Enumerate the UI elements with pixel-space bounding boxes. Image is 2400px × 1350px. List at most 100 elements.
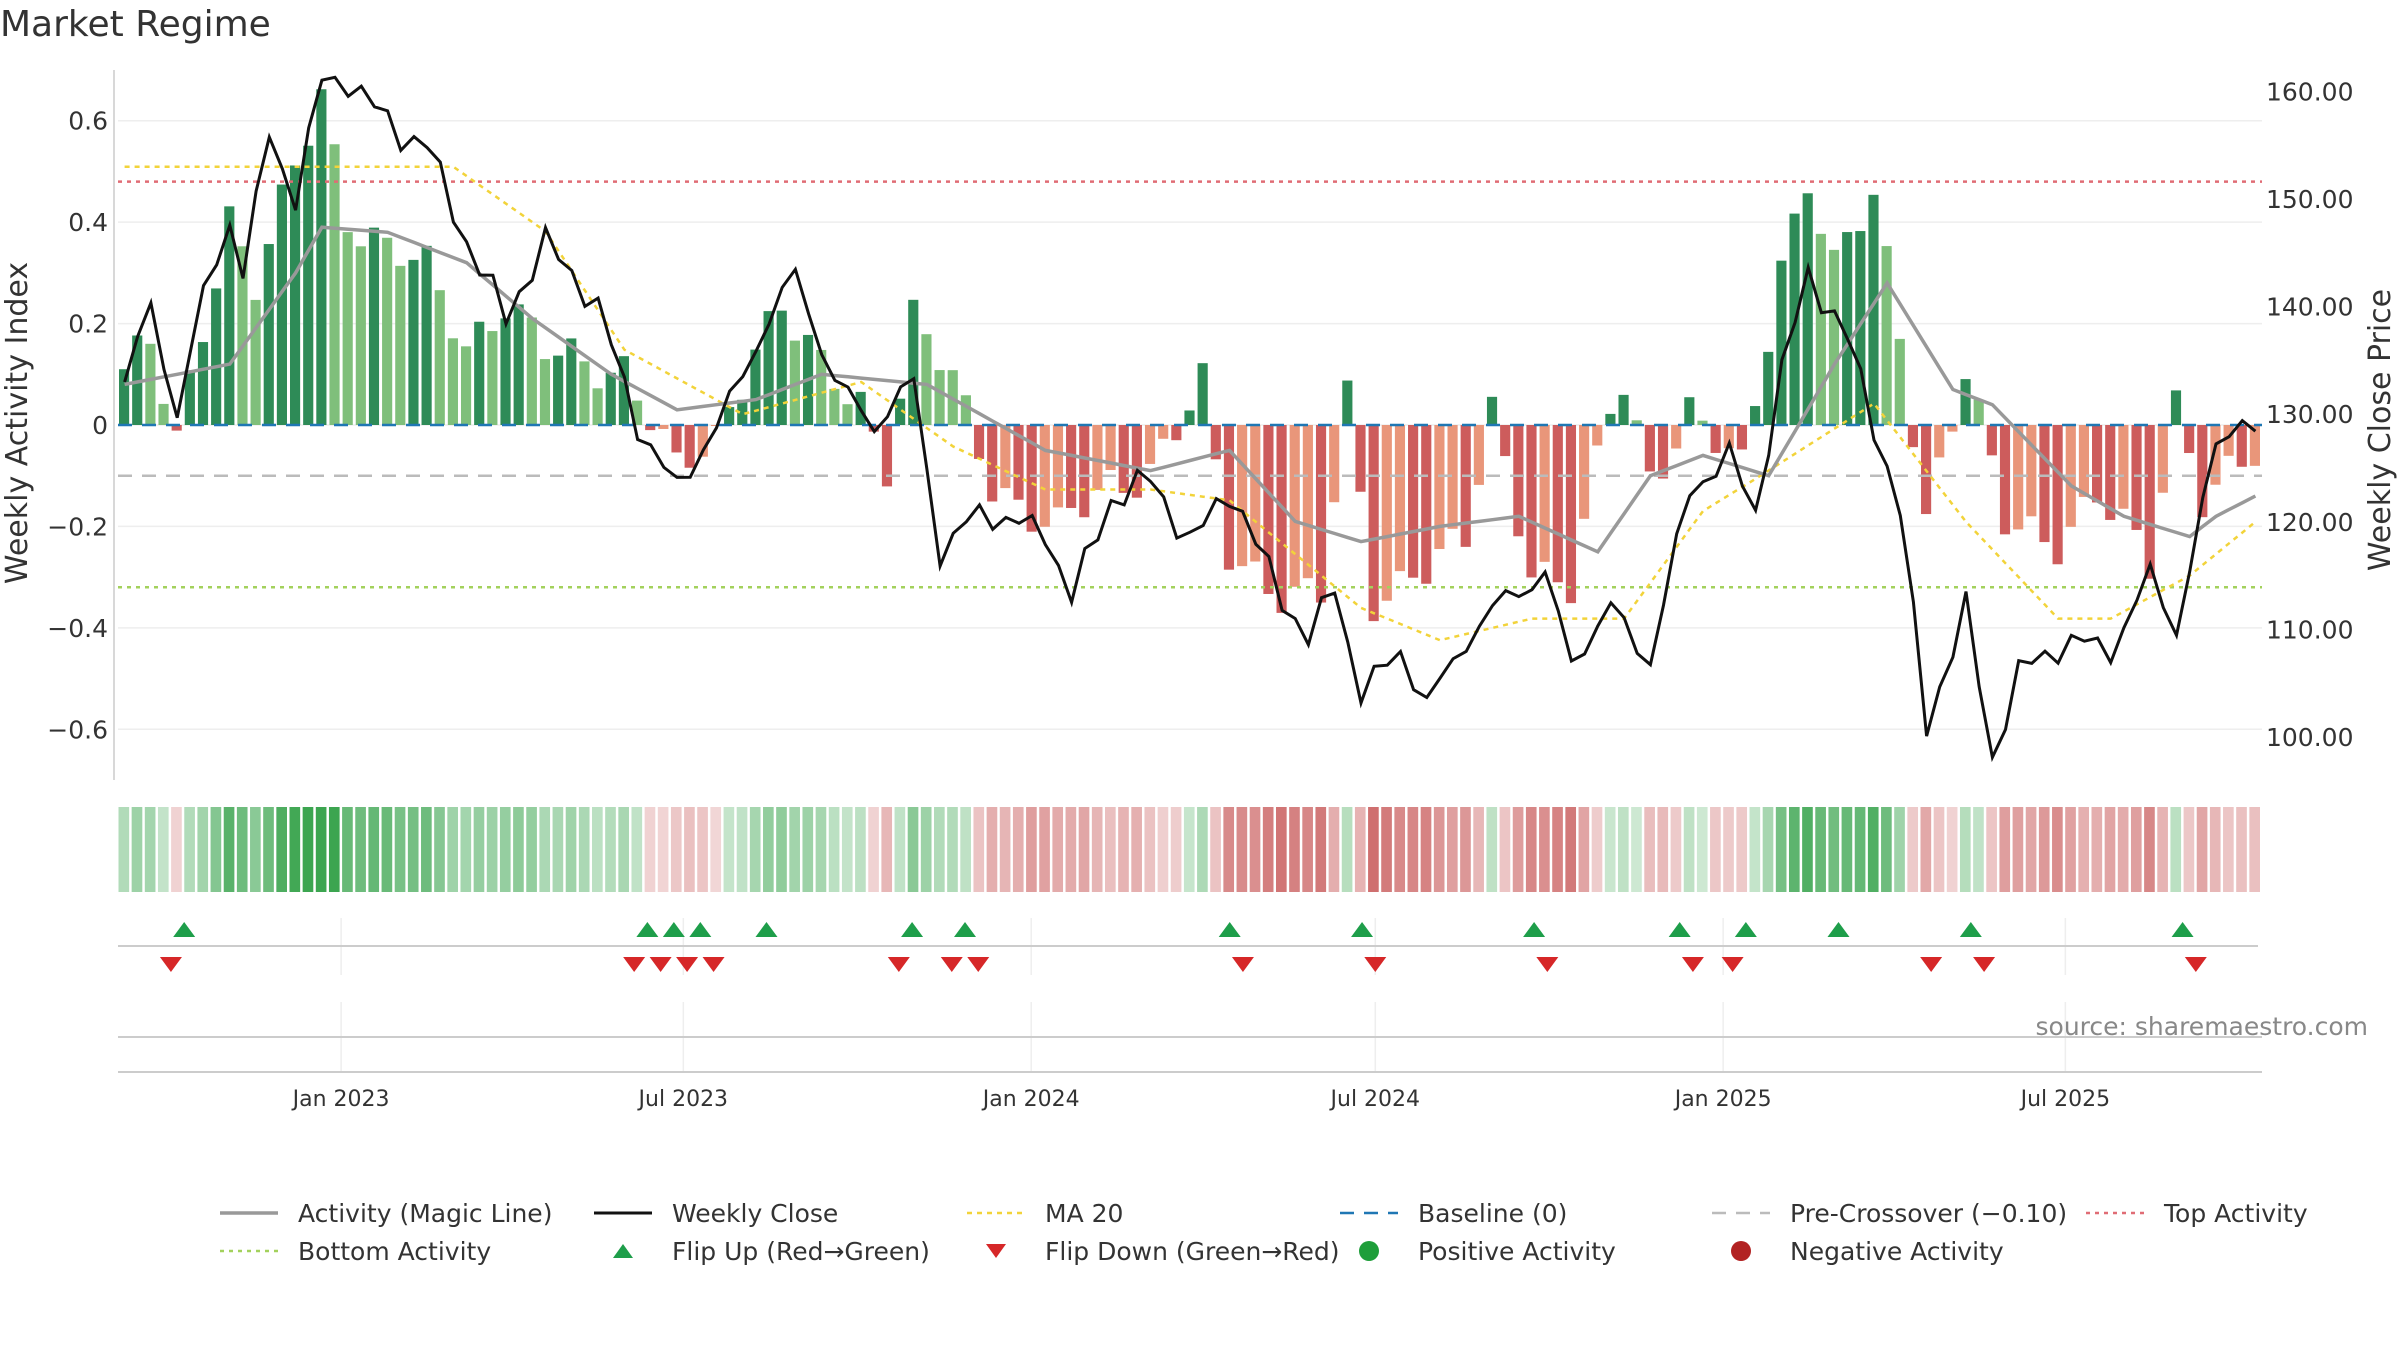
activity-bar (1605, 413, 1616, 425)
regime-cell (1039, 807, 1050, 892)
regime-cell (815, 807, 827, 892)
activity-bar (526, 317, 537, 425)
regime-cell (894, 807, 906, 892)
axes: 0.6 0.4 0.2 0 −0.2 −0.4 −0.6 160.00 150.00 140.00… (47, 70, 2353, 780)
activity-bar (1763, 351, 1774, 425)
regime-cell (802, 807, 814, 892)
activity-bar (1842, 232, 1853, 425)
regime-cell (223, 807, 235, 892)
activity-bar (184, 370, 195, 425)
regime-cell (1933, 807, 1945, 892)
legend-label: MA 20 (1045, 1198, 1124, 1228)
regime-cell (868, 807, 879, 892)
activity-bar (1237, 425, 1248, 567)
regime-cell (1631, 807, 1642, 892)
activity-bar (474, 321, 485, 425)
regime-cell (1788, 807, 1800, 892)
y-axis-label-left: Weekly Activity Index (0, 262, 35, 584)
activity-bar (1329, 425, 1340, 503)
activity-bar (1671, 425, 1682, 449)
regime-cell (1894, 807, 1905, 892)
regime-cell (1604, 807, 1616, 892)
regime-cell (1828, 807, 1840, 892)
activity-bar (776, 310, 787, 425)
regime-cell (1959, 807, 1971, 892)
regime-cell (1696, 807, 1708, 892)
activity-bar (539, 359, 551, 425)
flip-down-marker (1231, 957, 1254, 972)
y-tick-label-right: 150.00 (2266, 185, 2353, 214)
flip-up-marker (755, 922, 778, 937)
activity-bar (579, 361, 590, 425)
activity-bar (197, 342, 209, 425)
legend-item-magic: Activity (Magic Line) (218, 1195, 552, 1231)
activity-bar (211, 288, 222, 425)
activity-bar (960, 395, 971, 425)
legend-item-baseline: Baseline (0) (1338, 1195, 1567, 1231)
regime-cell (197, 807, 209, 892)
activity-bar (1644, 425, 1655, 472)
flip-down-marker (1681, 957, 1704, 972)
date-axis: Jan 2023 Jul 2023 Jan 2024 Jul 2024 Jan 2025… (118, 1036, 2262, 1112)
flip-up-marker (901, 922, 924, 937)
activity-bar (382, 237, 393, 425)
regime-cell (1775, 807, 1787, 892)
regime-cell (1105, 807, 1116, 892)
regime-cell (2012, 807, 2024, 892)
regime-cell (1986, 807, 1997, 892)
regime-cell (118, 807, 130, 892)
regime-cell (2117, 807, 2129, 892)
regime-cell (1407, 807, 1419, 892)
regime-cell (841, 807, 853, 892)
activity-bar (447, 338, 458, 425)
y-tick-label-right: 140.00 (2266, 293, 2353, 322)
regime-cell (1197, 807, 1208, 892)
regime-cell (1118, 807, 1129, 892)
positive-legend-dot (1359, 1241, 1379, 1261)
flip-down-marker (940, 957, 963, 972)
activity-bar (724, 407, 735, 425)
activity-bar (2184, 425, 2195, 454)
gridlines (118, 119, 2262, 1072)
regime-cell (1973, 807, 1984, 892)
regime-cell (1210, 807, 1221, 892)
activity-bar (1960, 379, 1971, 425)
flip-down-marker (1920, 957, 1943, 972)
activity-bar (1776, 260, 1787, 425)
activity-bar (329, 144, 340, 425)
regime-cell (1920, 807, 1932, 892)
pos-legend-swatch (1359, 1241, 1379, 1261)
activity-bar (605, 372, 616, 425)
regime-cell (1249, 807, 1261, 892)
regime-cell (289, 807, 301, 892)
regime-cell (315, 807, 327, 892)
activity-bar (1105, 425, 1116, 471)
activity-bar (592, 388, 603, 425)
series-lines (123, 75, 2257, 763)
regime-cell (2209, 807, 2221, 892)
regime-cell (1354, 807, 1366, 892)
weekly-close-line (123, 75, 2257, 763)
activity-bar (566, 338, 577, 425)
legend-item-close: Weekly Close (592, 1195, 838, 1231)
activity-bar (2039, 425, 2050, 543)
activity-bar (1815, 233, 1826, 425)
regime-cell (184, 807, 195, 892)
regime-cell (736, 807, 748, 892)
activity-bar (1171, 425, 1182, 441)
regime-cell (828, 807, 840, 892)
regime-cell (697, 807, 708, 892)
activity-bar (1684, 397, 1695, 425)
regime-cell (473, 807, 485, 892)
regime-cell (618, 807, 629, 892)
activity-bar (1881, 246, 1892, 425)
flip-up-marker (2171, 922, 2194, 937)
activity-bar (224, 206, 235, 425)
activity-bar (355, 246, 366, 425)
regime-cell (1012, 807, 1024, 892)
regime-cell (1644, 807, 1655, 892)
legend-label: Flip Down (Green→Red) (1045, 1236, 1340, 1266)
activity-bar (895, 398, 906, 425)
activity-bar (1394, 425, 1406, 572)
x-tick-label: Jul 2023 (637, 1087, 729, 1112)
